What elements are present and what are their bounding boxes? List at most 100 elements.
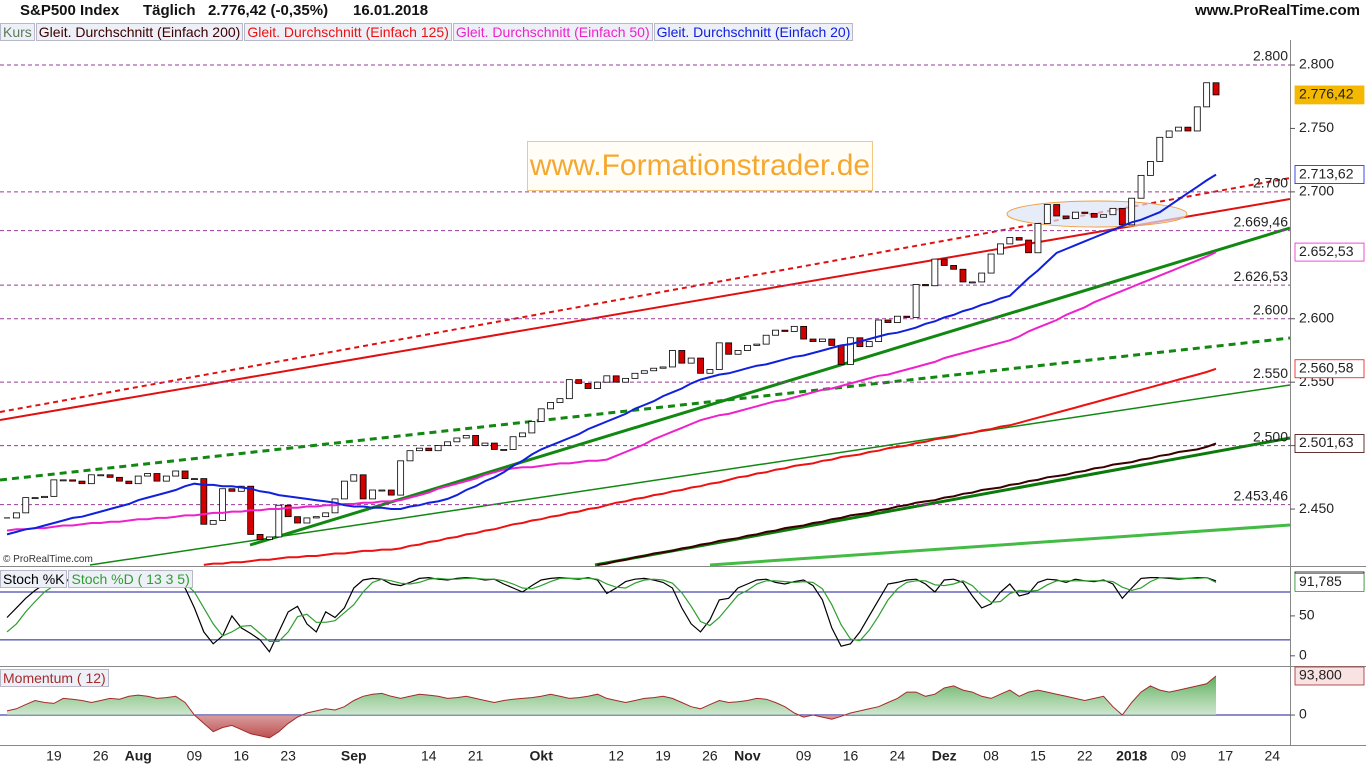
candle	[847, 337, 854, 365]
candle	[622, 377, 629, 383]
candle	[603, 375, 611, 383]
candle	[481, 442, 489, 447]
candle	[959, 268, 967, 283]
candle	[547, 402, 554, 410]
last-value-flag	[1294, 573, 1365, 592]
candle	[1072, 211, 1079, 219]
last-value-label: 2.501,63	[1299, 434, 1354, 450]
candle	[397, 460, 405, 496]
candle	[940, 258, 948, 266]
candle	[12, 512, 20, 519]
candle	[78, 480, 86, 485]
candle	[387, 489, 395, 496]
candle	[153, 473, 161, 482]
candle	[87, 474, 95, 485]
candle	[875, 319, 883, 342]
candle	[1109, 207, 1117, 216]
x-tick-label: 09	[187, 748, 203, 764]
candle	[1025, 239, 1032, 254]
legend-item[interactable]: Gleit. Durchschnitt (Einfach 200)	[35, 23, 244, 41]
candle	[678, 350, 686, 364]
last-value-label: 91,785	[1299, 573, 1342, 589]
legend-item[interactable]: Stoch %K	[0, 570, 68, 588]
candle	[144, 473, 151, 477]
legend-item[interactable]: Gleit. Durchschnitt (Einfach 20)	[653, 23, 854, 41]
legend-item[interactable]: Kurs	[0, 23, 35, 41]
candle	[1043, 204, 1051, 224]
candle	[191, 478, 198, 480]
candle	[631, 372, 639, 379]
candle	[950, 265, 957, 270]
last-value-flag	[1294, 85, 1365, 105]
trend-line	[0, 198, 1291, 421]
candle	[350, 474, 358, 482]
candle	[1156, 136, 1164, 162]
line	[6, 576, 1217, 653]
candle	[1100, 214, 1107, 218]
candle	[687, 357, 695, 364]
last-value-flag	[1294, 666, 1365, 686]
y-tick-label: 2.450	[1299, 500, 1334, 516]
level-label: 2.626,53	[1234, 268, 1289, 284]
x-tick-label: 23	[280, 748, 296, 764]
candle	[1062, 215, 1070, 219]
legend-item[interactable]: Gleit. Durchschnitt (Einfach 50)	[452, 23, 653, 41]
candle	[275, 504, 283, 538]
x-tick-label: 21	[468, 748, 484, 764]
line	[6, 675, 1217, 739]
y-tick-label: 0	[1299, 706, 1307, 722]
candle	[453, 437, 461, 443]
legend-item[interactable]: Momentum ( 12)	[0, 669, 109, 687]
candle	[294, 516, 301, 524]
candle	[359, 474, 367, 500]
candle	[256, 534, 264, 540]
candle	[987, 253, 995, 274]
candle	[772, 329, 779, 336]
candle	[116, 476, 123, 482]
candle	[22, 497, 30, 514]
x-tick-label: 17	[1218, 748, 1234, 764]
quote: 2.776,42 (-0,35%)	[208, 2, 329, 19]
candle	[162, 475, 170, 482]
candle	[41, 495, 48, 499]
candle	[219, 488, 226, 521]
candle	[509, 436, 517, 450]
candle	[500, 449, 508, 451]
candle	[266, 536, 273, 540]
candle	[341, 480, 348, 500]
candle	[59, 479, 67, 482]
legend: Momentum ( 12)	[0, 669, 110, 687]
candle	[1015, 237, 1023, 241]
x-tick-label: 22	[1077, 748, 1093, 764]
candle	[837, 344, 845, 365]
x-tick-label: 16	[234, 748, 250, 764]
last-value-label: 2.713,62	[1299, 165, 1354, 181]
candle	[1184, 126, 1192, 132]
legend-item[interactable]: Stoch %D ( 13 3 5)	[68, 570, 193, 588]
candle	[406, 450, 414, 462]
copyright: © ProRealTime.com	[3, 554, 93, 565]
x-tick-label: Dez	[932, 748, 957, 764]
candle	[725, 342, 733, 355]
candle	[594, 381, 601, 389]
candle	[1147, 161, 1154, 176]
candle	[303, 517, 311, 524]
x-tick-label: 09	[796, 748, 812, 764]
candle	[490, 442, 498, 450]
level-label: 2.453,46	[1234, 487, 1289, 503]
x-tick-label: Okt	[530, 748, 554, 764]
candle	[584, 383, 592, 389]
period: Täglich	[143, 2, 196, 19]
area-positive	[7, 676, 1217, 716]
candle	[640, 370, 648, 374]
candle	[434, 445, 442, 452]
candle	[1053, 204, 1061, 217]
legend-item[interactable]: Gleit. Durchschnitt (Einfach 125)	[244, 23, 452, 41]
candle	[1090, 213, 1098, 218]
candle	[931, 258, 939, 287]
candle	[659, 366, 667, 369]
trend-line	[249, 226, 1291, 547]
site: www.ProRealTime.com	[1194, 2, 1360, 19]
candle	[790, 325, 798, 332]
